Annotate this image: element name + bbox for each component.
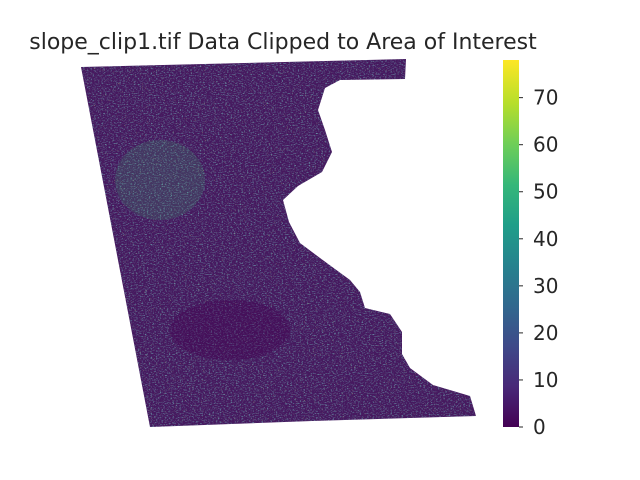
colorbar-ticks: 0 10 20 30 40 50 60 70 [519,86,558,439]
colorbar-tick-label: 40 [533,227,558,251]
raster-texture-high [81,59,476,427]
colorbar-tick-label: 60 [533,133,558,157]
colorbar-gradient [503,60,519,427]
slope-raster [81,59,476,427]
map-title: slope_clip1.tif Data Clipped to Area of … [29,30,537,55]
colorbar-tick-label: 30 [533,274,558,298]
colorbar-tick-label: 70 [533,86,558,110]
colorbar-tick-label: 0 [533,415,546,439]
raster-steep-zone [115,140,205,220]
raster-flat-zone [170,300,290,360]
colorbar-tick-label: 10 [533,368,558,392]
colorbar-tick-label: 50 [533,180,558,204]
colorbar-tick-label: 20 [533,321,558,345]
colorbar: 0 10 20 30 40 50 60 70 [503,60,558,439]
